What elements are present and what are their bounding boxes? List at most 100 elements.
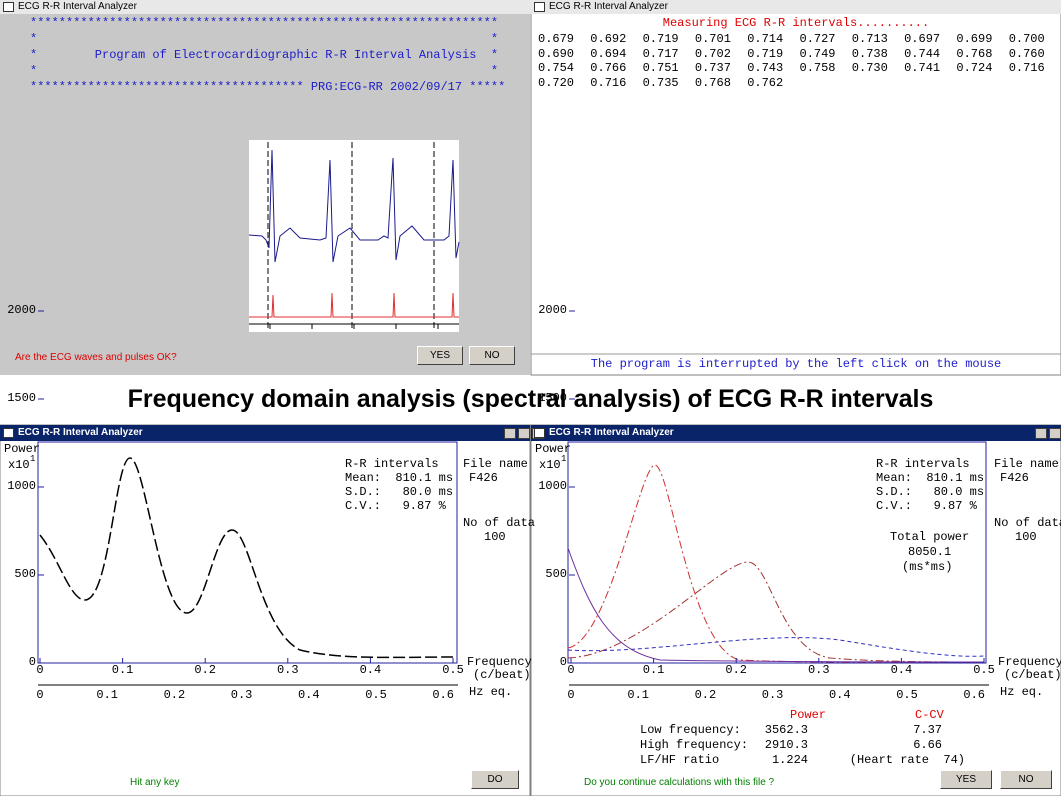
hz-tick-label: 0.5 xyxy=(365,688,387,702)
ecg-ticks xyxy=(269,324,439,329)
prompt: Are the ECG waves and pulses OK? xyxy=(15,352,177,363)
interval-value: 0.738 xyxy=(851,46,888,61)
interval-value: 0.701 xyxy=(694,32,731,46)
interval-value: 0.724 xyxy=(956,61,993,75)
power-value: 3562.3 xyxy=(764,723,808,737)
interval-value: 0.679 xyxy=(538,32,575,46)
stats-row: C.V.: 9.87 % xyxy=(876,499,977,513)
interval-value: 0.743 xyxy=(747,61,784,75)
y-exponent: 1 xyxy=(30,454,36,464)
x-tick-label: 0 xyxy=(36,663,44,677)
interval-value: 0.700 xyxy=(1008,32,1045,46)
total-power-unit: (ms*ms) xyxy=(902,560,953,574)
interval-value: 0.690 xyxy=(538,46,575,61)
total-power-label: Total power xyxy=(890,530,970,544)
button[interactable]: DO xyxy=(471,770,519,789)
header: Measuring ECG R-R intervals.......... xyxy=(662,16,930,30)
interval-value: 0.713 xyxy=(851,32,888,46)
x-axis-label: (c/beat) xyxy=(473,668,531,682)
x-tick-label: 0.2 xyxy=(194,663,216,677)
banner-line: ****************************************… xyxy=(30,16,499,30)
hz-tick-label: 0.4 xyxy=(828,688,851,702)
total-power-value: 8050.1 xyxy=(908,545,952,559)
x-tick-label: 0.3 xyxy=(276,663,299,677)
title-bar-text: ECG R-R Interval Analyzer xyxy=(0,0,548,14)
window-control[interactable] xyxy=(1035,428,1047,439)
y-tick-label: 1500 xyxy=(538,391,567,405)
hz-tick-label: 0.3 xyxy=(761,688,784,702)
count-label: No of data xyxy=(463,516,536,530)
button[interactable]: NO xyxy=(469,346,515,365)
file-label: File name xyxy=(994,457,1059,471)
footer: Do you continue calculations with this f… xyxy=(584,777,775,788)
app-icon xyxy=(534,428,545,438)
power-value: 1.224 xyxy=(771,753,808,767)
ecg-trace xyxy=(248,149,460,263)
file-name: F426 xyxy=(1000,471,1029,485)
y-tick-label: 0 xyxy=(28,655,36,669)
interval-value: 0.762 xyxy=(747,75,784,90)
interval-value: 0.694 xyxy=(590,46,627,61)
x-tick-label: 0 xyxy=(567,663,575,677)
interval-value: 0.737 xyxy=(694,61,731,75)
window-control[interactable] xyxy=(504,428,516,439)
column-header: C-CV xyxy=(915,708,944,722)
window-control[interactable] xyxy=(518,428,530,439)
banner-line: * * xyxy=(30,64,499,78)
banner-line: * * xyxy=(30,32,499,46)
hz-tick-label: 0.1 xyxy=(96,688,118,702)
plot-frame xyxy=(37,441,458,664)
hz-label: Hz eq. xyxy=(469,685,513,699)
y-tick-label: 500 xyxy=(14,567,36,581)
vlf-curve xyxy=(567,547,985,663)
interval-value: 0.749 xyxy=(799,46,836,61)
stats-title: R-R intervals xyxy=(345,457,439,471)
button[interactable]: NO xyxy=(1000,770,1052,789)
interval-value: 0.719 xyxy=(642,32,679,46)
interval-value: 0.699 xyxy=(956,32,993,46)
ecg-box xyxy=(249,140,459,332)
window-control[interactable] xyxy=(1049,428,1061,439)
interval-value: 0.719 xyxy=(747,46,784,61)
button[interactable]: YES xyxy=(417,346,463,365)
hz-tick-label: 0 xyxy=(567,688,575,702)
x-tick-label: 0.5 xyxy=(442,663,464,677)
window-bg xyxy=(0,424,531,796)
spectrum-curve xyxy=(39,457,454,659)
file-label: File name xyxy=(463,457,528,471)
x-axis-label: Frequency xyxy=(467,655,532,669)
stats-row: S.D.: 80.0 ms xyxy=(876,485,985,499)
cv-value: 6.66 xyxy=(913,738,942,752)
interval-value: 0.768 xyxy=(956,46,993,61)
heading: Frequency domain analysis (spectral anal… xyxy=(127,385,934,413)
row-label: LF/HF ratio xyxy=(640,753,720,767)
y-scale: x10 xyxy=(539,458,561,472)
banner-line: ************************************** P… xyxy=(30,80,506,94)
x-tick-label: 0.5 xyxy=(973,663,995,677)
x-axis-label: Frequency xyxy=(998,655,1061,669)
button[interactable]: YES xyxy=(940,770,992,789)
cv-value: 7.37 xyxy=(913,723,942,737)
interval-value: 0.692 xyxy=(590,32,627,46)
total-curve xyxy=(567,637,985,657)
app-icon xyxy=(534,2,545,12)
hz-tick-label: 0.2 xyxy=(694,688,717,702)
footer: The program is interrupted by the left c… xyxy=(590,357,1002,371)
interval-value: 0.744 xyxy=(904,46,941,61)
hz-tick-label: 0.6 xyxy=(963,688,985,702)
x-tick-label: 0.1 xyxy=(111,663,134,677)
y-tick-label: 1000 xyxy=(7,479,36,493)
interval-value: 0.766 xyxy=(590,61,627,75)
interval-value: 0.716 xyxy=(1008,61,1045,75)
interval-value: 0.760 xyxy=(1008,46,1045,61)
file-name: F426 xyxy=(469,471,498,485)
count-label: No of data xyxy=(994,516,1061,530)
hz-tick-label: 0.5 xyxy=(896,688,918,702)
interval-value: 0.716 xyxy=(590,75,627,90)
hz-label: Hz eq. xyxy=(1000,685,1044,699)
stats-row: S.D.: 80.0 ms xyxy=(345,485,454,499)
y-exponent: 1 xyxy=(561,454,567,464)
row-label: Low frequency: xyxy=(640,723,741,737)
x-tick-label: 0.4 xyxy=(359,663,382,677)
